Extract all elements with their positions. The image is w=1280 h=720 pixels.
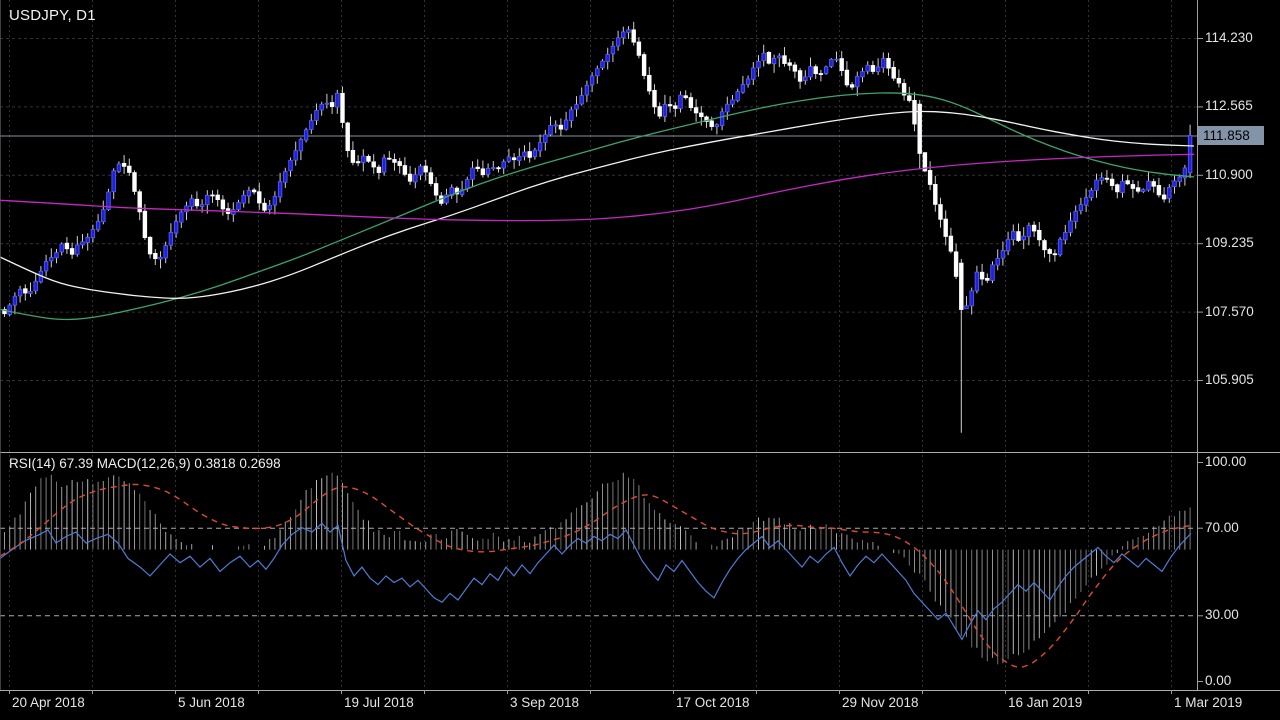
candles-layer: [2, 21, 1193, 433]
time-axis-label: 16 Jan 2019: [1008, 695, 1083, 710]
price-axis-label: 109.235: [1205, 235, 1254, 251]
indicator-label: RSI(14) 67.39 MACD(12,26,9) 0.3818 0.269…: [9, 456, 281, 471]
time-axis-label: 19 Jul 2018: [344, 695, 414, 710]
price-axis-label: 110.900: [1205, 166, 1253, 182]
time-axis-label: 1 Mar 2019: [1174, 695, 1243, 710]
frame-layer: [0, 0, 1280, 694]
price-axis-label: 105.905: [1205, 371, 1254, 387]
indicator-axis-label: 100.00: [1205, 454, 1247, 469]
time-axis-label: 29 Nov 2018: [842, 695, 919, 710]
time-axis-label: 5 Jun 2018: [178, 695, 245, 710]
macd-signal-line: [0, 483, 1192, 668]
time-axis-label: 20 Apr 2018: [12, 695, 85, 710]
macd-histogram-layer: [4, 472, 1191, 665]
current-price-value: 111.858: [1203, 127, 1250, 143]
time-axis-label: 3 Sep 2018: [510, 695, 580, 710]
indicator-axis-label: 70.00: [1205, 519, 1239, 535]
ma-line-green: [0, 92, 1195, 321]
rsi-line: [0, 522, 1192, 641]
time-axis-label: 17 Oct 2018: [676, 695, 750, 710]
current-price-tag: 111.858: [1198, 125, 1264, 145]
indicator-level-lines-layer: [0, 527, 1197, 617]
ma-line-white: [0, 110, 1195, 299]
indicator-axis-label: 0.00: [1205, 673, 1232, 688]
chart-symbol-title: USDJPY, D1: [9, 7, 96, 24]
price-axis-label: 107.570: [1205, 303, 1254, 319]
price-axis-label: 112.565: [1205, 98, 1253, 114]
price-axis-label: 114.230: [1205, 30, 1253, 45]
grid-layer: [0, 0, 1197, 690]
indicator-axis-label: 30.00: [1205, 607, 1239, 623]
ma-line-magenta: [0, 153, 1195, 222]
